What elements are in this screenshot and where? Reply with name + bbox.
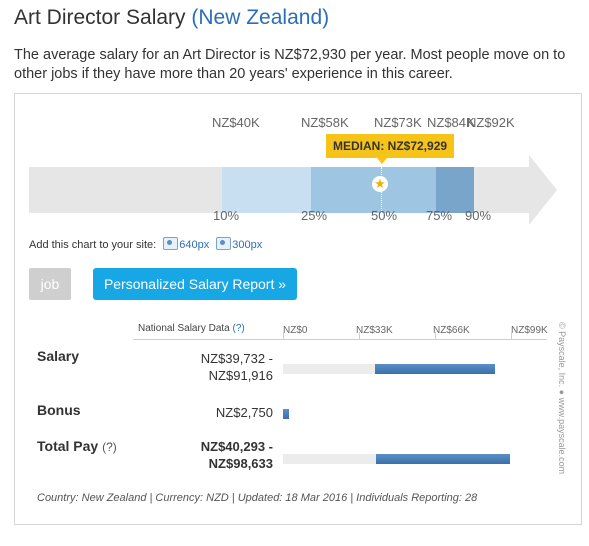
percentile-value-50: NZ$73K bbox=[374, 115, 422, 130]
segment-10-25 bbox=[222, 167, 311, 213]
national-salary-label: National Salary Data bbox=[138, 323, 230, 334]
embed-640-link[interactable]: 640px bbox=[179, 239, 210, 251]
star-icon: ★ bbox=[372, 176, 388, 192]
help-link[interactable]: (?) bbox=[232, 323, 245, 334]
intro-text: The average salary for an Art Director i… bbox=[14, 47, 566, 82]
bonus-row-value: NZ$2,750 bbox=[215, 405, 273, 420]
embed-300-link[interactable]: 300px bbox=[232, 239, 263, 251]
copyright-watermark: © Payscale, Inc. ● www.payscale.com bbox=[557, 322, 567, 475]
table-footer: Country: New Zealand | Currency: NZD | U… bbox=[37, 492, 478, 504]
job-button[interactable]: job bbox=[29, 268, 71, 300]
percentile-value-25: NZ$58K bbox=[301, 115, 349, 130]
salary-row-label: Salary bbox=[37, 348, 80, 364]
embed-label: Add this chart to your site: bbox=[29, 239, 157, 251]
total-pay-row-value: NZ$40,293 - NZ$98,633 bbox=[200, 439, 273, 471]
percentile-label-25: 25% bbox=[301, 208, 328, 223]
scale-gridline bbox=[359, 332, 360, 339]
scale-gridline bbox=[511, 332, 512, 339]
total-pay-row-label: Total Pay (?) bbox=[37, 438, 117, 454]
percentile-value-75: NZ$84K bbox=[427, 115, 475, 130]
salary-bar-track bbox=[283, 364, 376, 374]
scale-tick-66k: NZ$66K bbox=[433, 325, 470, 336]
percentile-label-90: 90% bbox=[465, 208, 492, 223]
country-link[interactable]: (New Zealand) bbox=[191, 6, 330, 29]
monitor-icon[interactable] bbox=[163, 237, 179, 250]
table-header-divider bbox=[133, 339, 547, 340]
segment-75-90 bbox=[436, 167, 474, 213]
scale-gridline bbox=[435, 332, 436, 339]
salary-card: NZ$40K NZ$58K NZ$73K NZ$84K NZ$92K MEDIA… bbox=[14, 93, 582, 525]
title-text: Art Director Salary bbox=[14, 6, 186, 29]
table-header-label: National Salary Data (?) bbox=[138, 323, 245, 334]
scale-tick-33k: NZ$33K bbox=[356, 325, 393, 336]
total-pay-help[interactable]: (?) bbox=[102, 440, 117, 454]
total-pay-bar-track bbox=[283, 454, 377, 464]
scale-gridline bbox=[283, 332, 284, 339]
percentile-value-10: NZ$40K bbox=[212, 115, 260, 130]
bonus-bar bbox=[283, 409, 290, 419]
scale-tick-0: NZ$0 bbox=[283, 325, 308, 336]
personalized-report-button[interactable]: Personalized Salary Report » bbox=[93, 268, 297, 300]
salary-row-value: NZ$39,732 - NZ$91,916 bbox=[200, 351, 273, 383]
scale-tick-99k: NZ$99K bbox=[511, 325, 548, 336]
percentile-label-75: 75% bbox=[426, 208, 453, 223]
total-pay-bar bbox=[375, 454, 511, 464]
monitor-icon[interactable] bbox=[216, 237, 232, 250]
page-title: Art Director Salary (New Zealand) bbox=[14, 6, 329, 30]
percentile-value-90: NZ$92K bbox=[467, 115, 515, 130]
percentile-label-10: 10% bbox=[213, 208, 240, 223]
bonus-row-label: Bonus bbox=[37, 402, 81, 418]
percentile-label-50: 50% bbox=[371, 208, 398, 223]
distribution-arrow-head bbox=[529, 155, 557, 225]
salary-bar bbox=[374, 364, 495, 374]
median-badge: MEDIAN: NZ$72,929 bbox=[326, 134, 455, 158]
embed-chart-row: Add this chart to your site: 640px 300px bbox=[29, 237, 262, 251]
median-badge-pointer bbox=[377, 158, 387, 164]
